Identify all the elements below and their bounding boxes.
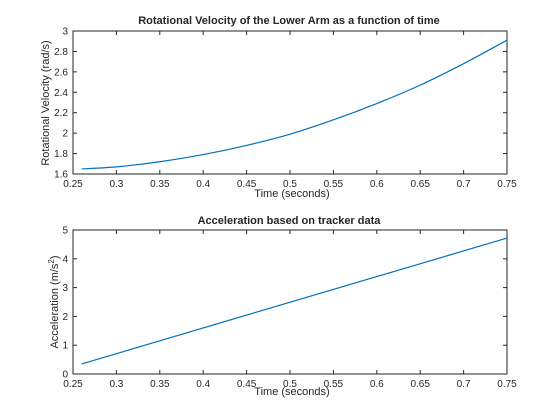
velocity-subplot: Rotational Velocity of the Lower Arm as … bbox=[40, 15, 517, 200]
velocity-y-tick-label: 2.6 bbox=[54, 67, 68, 78]
acceleration-y-tick-label: 0 bbox=[62, 370, 68, 381]
acceleration-chart-title: Acceleration based on tracker data bbox=[198, 215, 382, 227]
velocity-x-tick-label: 0.3 bbox=[109, 179, 123, 190]
acceleration-y-axis-label-superscript: 2 bbox=[47, 259, 56, 264]
velocity-x-tick-label: 0.75 bbox=[497, 179, 517, 190]
acceleration-y-axis-label-main: Acceleration (m/s bbox=[49, 263, 61, 348]
velocity-y-tick-label: 2.4 bbox=[54, 88, 68, 99]
velocity-y-tick-label: 2 bbox=[62, 129, 68, 140]
velocity-x-tick-label: 0.35 bbox=[150, 179, 170, 190]
acceleration-y-tick-label: 1 bbox=[62, 341, 68, 352]
acceleration-x-tick-label: 0.7 bbox=[457, 379, 471, 390]
acceleration-x-tick-label: 0.6 bbox=[370, 379, 384, 390]
velocity-y-tick-label: 1.8 bbox=[54, 149, 68, 160]
acceleration-x-tick-label: 0.45 bbox=[237, 379, 257, 390]
acceleration-ticks: 0.25 0.3 0.35 0.4 0.45 0.5 0.55 0.6 0.65 0.7 0.75 0… bbox=[62, 226, 517, 391]
acceleration-x-tick-label: 0.35 bbox=[150, 379, 170, 390]
velocity-series-line bbox=[81, 39, 508, 170]
acceleration-y-axis-label-end: ) bbox=[49, 255, 61, 259]
acceleration-x-tick-label: 0.55 bbox=[324, 379, 344, 390]
acceleration-series-line bbox=[81, 237, 508, 365]
velocity-plot-area bbox=[72, 30, 508, 175]
acceleration-x-axis-label: Time (seconds) bbox=[254, 386, 329, 398]
velocity-chart-title: Rotational Velocity of the Lower Arm as … bbox=[138, 15, 440, 27]
velocity-x-tick-label: 0.25 bbox=[63, 179, 83, 190]
acceleration-y-tick-label: 5 bbox=[62, 226, 68, 237]
velocity-x-tick-label: 0.4 bbox=[196, 179, 210, 190]
acceleration-x-tick-label: 0.4 bbox=[196, 379, 210, 390]
acceleration-y-tick-label: 4 bbox=[62, 254, 68, 265]
velocity-y-tick-label: 1.6 bbox=[54, 170, 68, 181]
velocity-x-tick-label: 0.7 bbox=[457, 179, 471, 190]
acceleration-subplot: Acceleration based on tracker data 0.25 0… bbox=[47, 215, 517, 398]
acceleration-x-tick-label: 0.75 bbox=[497, 379, 517, 390]
velocity-ticks: 0.25 0.3 0.35 0.4 0.45 0.5 0.55 0.6 0.65 0.7 0.75 1… bbox=[54, 27, 517, 191]
acceleration-y-axis-label: Acceleration (m/s2) bbox=[47, 255, 61, 348]
acceleration-x-tick-label: 0.65 bbox=[410, 379, 430, 390]
velocity-x-tick-label: 0.45 bbox=[237, 179, 257, 190]
velocity-x-tick-label: 0.55 bbox=[324, 179, 344, 190]
velocity-y-tick-label: 2.8 bbox=[54, 47, 68, 58]
acceleration-y-tick-label: 3 bbox=[62, 283, 68, 294]
acceleration-y-tick-label: 2 bbox=[62, 312, 68, 323]
velocity-y-tick-label: 3 bbox=[62, 27, 68, 38]
velocity-x-axis-label: Time (seconds) bbox=[254, 188, 329, 200]
acceleration-x-tick-label: 0.25 bbox=[63, 379, 83, 390]
acceleration-x-tick-label: 0.5 bbox=[283, 379, 297, 390]
velocity-x-tick-label: 0.6 bbox=[370, 179, 384, 190]
velocity-y-tick-label: 2.2 bbox=[54, 108, 68, 119]
velocity-x-tick-label: 0.65 bbox=[410, 179, 430, 190]
acceleration-x-tick-label: 0.3 bbox=[109, 379, 123, 390]
velocity-x-tick-label: 0.5 bbox=[283, 179, 297, 190]
velocity-y-axis-label: Rotational Velocity (rad/s) bbox=[40, 40, 52, 165]
